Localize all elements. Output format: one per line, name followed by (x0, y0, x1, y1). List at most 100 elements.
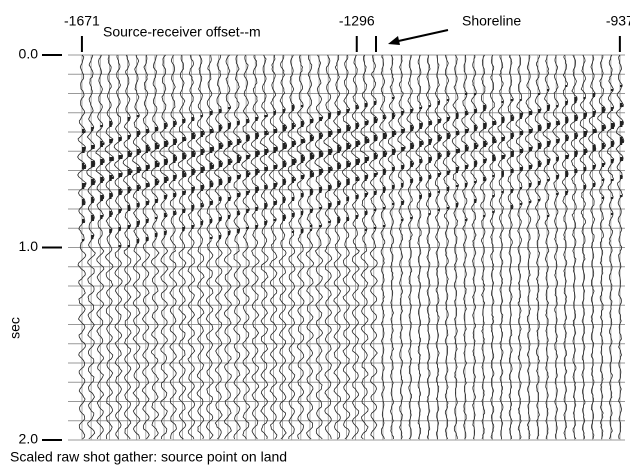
wiggle-fill (145, 129, 151, 241)
wiggle-fill (255, 117, 260, 229)
wiggle-fill (264, 115, 269, 225)
wiggle-trace (470, 54, 479, 440)
wiggle-trace (86, 54, 96, 440)
wiggle-trace (195, 54, 206, 440)
wiggle-trace (305, 54, 315, 440)
wiggle-fill (136, 115, 142, 243)
wiggle-trace (588, 54, 598, 440)
wiggle-trace (478, 54, 488, 440)
wiggle-trace (287, 54, 297, 440)
wiggle-trace (579, 54, 588, 440)
wiggle-fill (401, 111, 406, 221)
wiggle-fill (528, 111, 533, 203)
wiggle-fill (428, 105, 432, 215)
wiggle-trace (369, 54, 379, 440)
wiggle-fill (319, 117, 324, 227)
wiggle-trace (150, 54, 160, 440)
wiggle-fill (173, 121, 177, 215)
wiggle-fill (291, 105, 297, 233)
wiggle-fill (446, 99, 451, 209)
wiggle-fill (154, 127, 160, 237)
wiggle-trace (515, 54, 524, 440)
wiggle-fill (501, 101, 506, 193)
wiggle-fill (519, 99, 523, 205)
y-tick-label: 1.0 (19, 238, 39, 254)
wiggle-trace (350, 54, 361, 440)
wiggle-trace (205, 54, 215, 440)
arrow (393, 29, 449, 43)
y-tick-label: 2.0 (19, 431, 39, 447)
wiggle-fill (382, 115, 387, 227)
y-tick-label: 0.0 (19, 46, 39, 62)
wiggle-fill (437, 101, 442, 211)
wiggle-fill (492, 121, 497, 213)
wiggle-fill (565, 85, 569, 195)
caption: Scaled raw shot gather: source point on … (10, 449, 287, 465)
wiggle-fill (373, 101, 378, 229)
wiggle-trace (405, 54, 415, 440)
wiggle-fill (200, 115, 205, 225)
wiggle-trace (332, 54, 342, 440)
wiggle-fill (82, 129, 87, 241)
x-tick-label: -1296 (339, 13, 375, 29)
wiggle-trace (597, 54, 607, 440)
wiggle-fill (483, 105, 488, 217)
wiggle-fill (91, 127, 96, 239)
wiggle-trace (460, 55, 470, 440)
wiggle-fill (601, 107, 606, 199)
wiggle-fill (100, 125, 105, 219)
wiggle-fill (164, 123, 169, 235)
wiggle-fill (237, 121, 242, 233)
wiggle-fill (346, 109, 352, 221)
wiggle-trace (488, 54, 497, 440)
wiggle-trace (268, 55, 279, 440)
wiggle-trace (131, 54, 142, 439)
wiggle-fill (127, 117, 133, 247)
wiggle-trace (542, 54, 551, 440)
trace-layer (68, 54, 625, 441)
wiggle-fill (419, 107, 424, 199)
wiggle-trace (615, 54, 625, 440)
wiggle-trace (213, 54, 224, 440)
wiggle-fill (191, 117, 196, 229)
wiggle-trace (95, 54, 105, 440)
wiggle-trace (552, 54, 561, 440)
arrow-head (388, 36, 400, 45)
wiggle-fill (218, 109, 224, 239)
wiggle-fill (574, 97, 578, 173)
wiggle-fill (273, 111, 278, 221)
wiggle-fill (246, 119, 251, 229)
wiggle-fill (328, 113, 333, 223)
x-tick-label: -1671 (64, 13, 100, 29)
wiggle-trace (423, 54, 433, 440)
x-axis-label: Source-receiver offset--m (103, 24, 261, 40)
wiggle-trace (414, 54, 424, 440)
wiggle-trace (524, 54, 534, 440)
wiggle-fill (118, 137, 123, 247)
wiggle-trace (359, 54, 370, 440)
wiggle-fill (410, 109, 414, 219)
wiggle-fill (556, 105, 560, 195)
wiggle-fill (355, 105, 361, 219)
y-axis-label: sec (7, 317, 23, 339)
wiggle-trace (104, 54, 115, 440)
wiggle-fill (392, 97, 397, 205)
wiggle-fill (337, 111, 342, 223)
wiggle-trace (77, 54, 87, 440)
wiggle-trace (159, 54, 169, 440)
wiggle-trace (140, 54, 151, 440)
wiggle-fill (309, 119, 315, 231)
wiggle-trace (534, 54, 542, 440)
wiggle-trace (606, 54, 616, 440)
wiggle-fill (182, 119, 187, 231)
wiggle-fill (620, 85, 624, 197)
wiggle-fill (510, 99, 514, 209)
wiggle-trace (296, 54, 306, 440)
wiggle-trace (451, 54, 461, 440)
wiggle-fill (282, 109, 287, 221)
wiggle-fill (583, 97, 588, 189)
annotation: Shoreline (462, 13, 521, 29)
x-tick-label: -937 (606, 13, 630, 29)
